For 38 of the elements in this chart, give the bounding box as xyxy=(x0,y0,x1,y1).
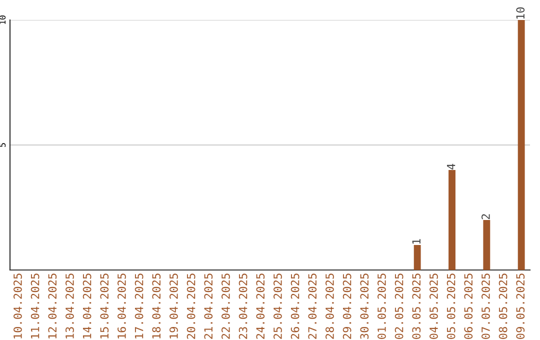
x-tick-label: 10.04.2025 xyxy=(14,274,22,338)
x-tick-label: 11.04.2025 xyxy=(30,274,40,338)
x-tick-label: 29.04.2025 xyxy=(342,274,352,339)
x-tick-label: 09.05.2025 xyxy=(516,274,525,339)
x-tick-label: 13.04.2025 xyxy=(66,274,74,338)
x-tick-label: 02.05.2025 xyxy=(394,274,404,339)
data-label: 1 xyxy=(412,239,420,244)
x-tick-label: 16.04.2025 xyxy=(118,274,126,338)
x-tick-label: 25.04.2025 xyxy=(274,274,282,339)
x-tick-label: 06.05.2025 xyxy=(464,274,473,339)
bar xyxy=(483,220,490,270)
x-tick-label: 17.04.2025 xyxy=(134,274,144,338)
x-tick-label: 08.05.2025 xyxy=(498,274,508,339)
x-tick-label: 19.04.2025 xyxy=(170,274,178,338)
x-tick-label: 22.04.2025 xyxy=(222,274,230,339)
x-tick-label: 15.04.2025 xyxy=(100,274,109,338)
x-tick-label: 23.04.2025 xyxy=(238,274,248,339)
x-tick-label: 30.04.2025 xyxy=(360,274,369,339)
x-tick-label: 24.04.2025 xyxy=(256,274,265,339)
x-tick-label: 26.04.2025 xyxy=(290,274,300,339)
x-tick-label: 28.04.2025 xyxy=(326,274,334,339)
data-label: 4 xyxy=(446,164,456,170)
bar xyxy=(518,20,525,270)
bar xyxy=(414,245,421,270)
x-tick-label: 01.05.2025 xyxy=(378,274,386,339)
x-tick-label: 20.04.2025 xyxy=(186,274,196,339)
x-tick-label: 04.05.2025 xyxy=(430,274,438,339)
x-tick-label: 18.04.2025 xyxy=(152,274,161,338)
x-tick-label: 12.04.2025 xyxy=(48,274,57,338)
bar xyxy=(448,170,456,270)
x-tick-label: 05.05.2025 xyxy=(446,274,456,339)
x-tick-label: 14.04.2025 xyxy=(82,274,92,338)
x-tick-label: 07.05.2025 xyxy=(482,274,490,339)
x-tick-label: 27.04.2025 xyxy=(308,274,317,339)
data-label: 2 xyxy=(482,214,490,220)
data-label: 10 xyxy=(516,7,525,19)
x-tick-label: 03.05.2025 xyxy=(412,274,421,339)
x-tick-label: 21.04.2025 xyxy=(204,274,213,339)
